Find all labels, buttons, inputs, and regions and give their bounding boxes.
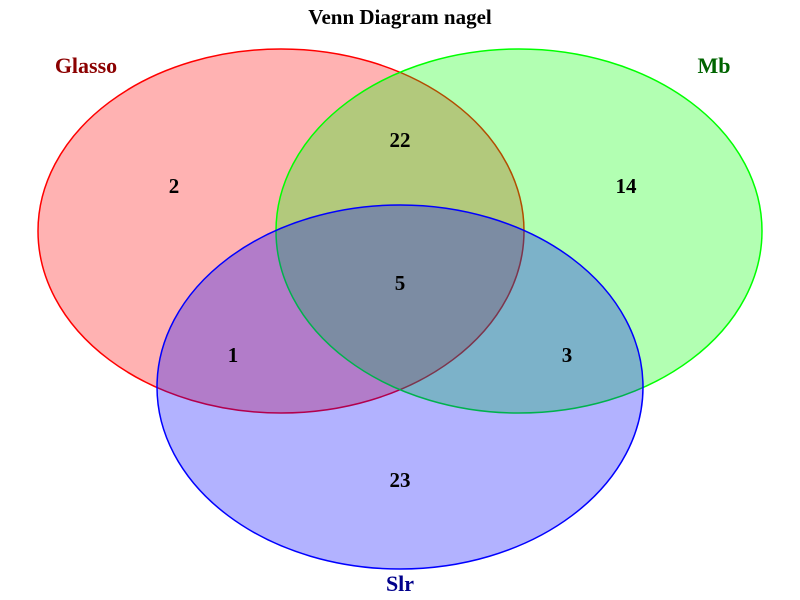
region-count-glasso-mb: 22 (390, 128, 411, 152)
diagram-title: Venn Diagram nagel (308, 5, 492, 29)
set-circle-slr (156, 204, 644, 570)
set-label-glasso: Glasso (55, 53, 117, 78)
region-count-glasso-slr: 1 (228, 343, 239, 367)
region-count-glasso-only: 2 (169, 174, 180, 198)
region-count-mb-only: 14 (616, 174, 638, 198)
region-count-all-three: 5 (395, 271, 406, 295)
set-label-mb: Mb (698, 53, 731, 78)
region-count-mb-slr: 3 (562, 343, 573, 367)
region-count-slr-only: 23 (390, 468, 411, 492)
set-label-slr: Slr (386, 571, 414, 596)
